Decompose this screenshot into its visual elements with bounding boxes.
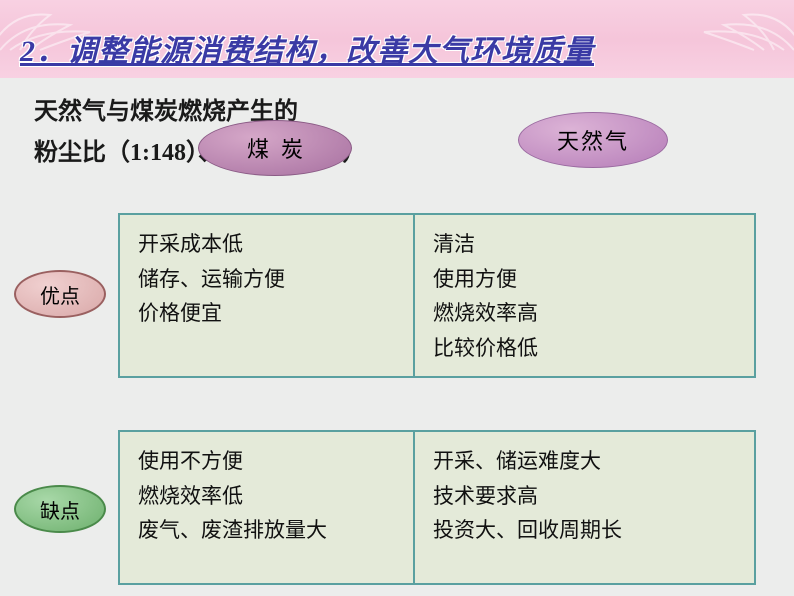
dis-gas-item: 投资大、回收周期长 [433, 513, 740, 548]
coal-label: 煤炭 [198, 120, 352, 176]
adv-gas-item: 使用方便 [433, 262, 740, 297]
disadvantages-coal-cell: 使用不方便 燃烧效率低 废气、废渣排放量大 [120, 432, 415, 583]
dis-coal-item: 废气、废渣排放量大 [138, 513, 399, 548]
dis-coal-item: 使用不方便 [138, 444, 399, 479]
advantages-coal-cell: 开采成本低 储存、运输方便 价格便宜 [120, 215, 415, 376]
advantages-gas-cell: 清洁 使用方便 燃烧效率高 比较价格低 [415, 215, 754, 376]
page-title: 2．调整能源消费结构，改善大气环境质量 [20, 26, 594, 70]
adv-gas-item: 比较价格低 [433, 331, 740, 366]
natural-gas-label: 天然气 [518, 112, 668, 168]
dis-gas-item: 开采、储运难度大 [433, 444, 740, 479]
header-band: 2．调整能源消费结构，改善大气环境质量 [0, 0, 794, 78]
disadvantages-gas-cell: 开采、储运难度大 技术要求高 投资大、回收周期长 [415, 432, 754, 583]
adv-coal-item: 价格便宜 [138, 296, 399, 331]
advantages-table: 开采成本低 储存、运输方便 价格便宜 清洁 使用方便 燃烧效率高 比较价格低 [118, 213, 756, 378]
adv-coal-item: 储存、运输方便 [138, 262, 399, 297]
dis-gas-item: 技术要求高 [433, 479, 740, 514]
adv-gas-item: 燃烧效率高 [433, 296, 740, 331]
dis-coal-item: 燃烧效率低 [138, 479, 399, 514]
disadvantages-label: 缺点 [14, 485, 106, 533]
adv-gas-item: 清洁 [433, 227, 740, 262]
wing-decoration-right [674, 0, 794, 60]
adv-coal-item: 开采成本低 [138, 227, 399, 262]
advantages-label: 优点 [14, 270, 106, 318]
disadvantages-table: 使用不方便 燃烧效率低 废气、废渣排放量大 开采、储运难度大 技术要求高 投资大… [118, 430, 756, 585]
